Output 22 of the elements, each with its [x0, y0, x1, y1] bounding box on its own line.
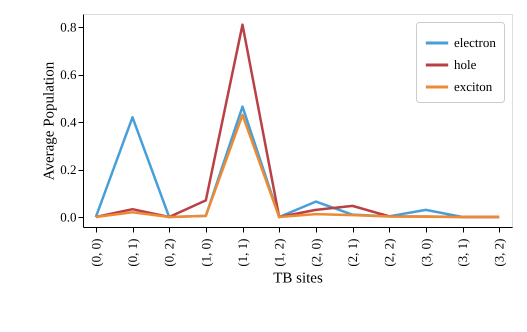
x-tick-label: (1, 2): [272, 238, 287, 267]
x-tick-label: (3, 1): [455, 238, 470, 267]
y-tick-label: 0.8: [60, 20, 76, 35]
x-tick-label: (2, 1): [345, 238, 360, 267]
x-tick-label: (3, 0): [418, 238, 434, 267]
y-tick-label: 0.6: [60, 67, 77, 82]
legend-label: exciton: [454, 79, 493, 94]
legend-label: electron: [454, 35, 496, 50]
x-tick-label: (3, 2): [492, 238, 507, 267]
x-tick-label: (2, 0): [308, 238, 324, 267]
y-axis-title: Average Population: [41, 61, 58, 180]
x-tick-label: (1, 0): [198, 238, 214, 267]
x-axis-title: TB sites: [273, 270, 323, 287]
x-tick-label: (0, 1): [125, 238, 140, 267]
y-tick-label: 0.4: [60, 114, 77, 130]
y-tick-label: 0.2: [60, 162, 76, 178]
x-tick-label: (2, 2): [382, 238, 397, 267]
legend-label: hole: [454, 57, 477, 72]
x-tick-label: (1, 1): [235, 238, 250, 267]
y-tick-label: 0.0: [60, 210, 76, 225]
x-tick-label: (0, 2): [162, 238, 177, 267]
x-tick-label: (0, 0): [88, 238, 104, 267]
